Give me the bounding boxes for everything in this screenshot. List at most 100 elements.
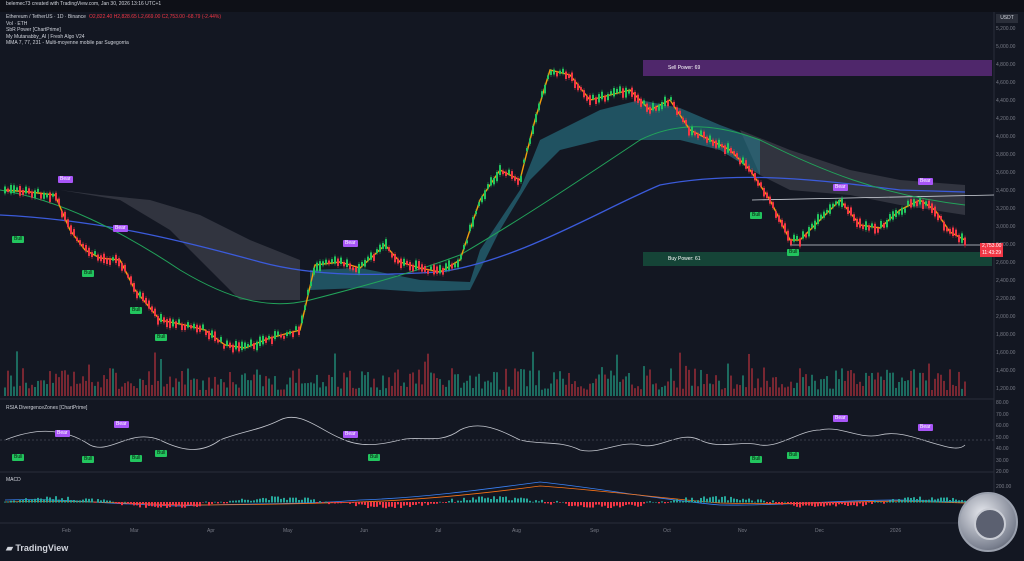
volume-bar	[202, 380, 204, 396]
volume-bar	[607, 378, 609, 396]
volume-bar	[844, 380, 846, 396]
volume-bar	[253, 374, 255, 396]
macd-hist-bar	[358, 502, 360, 505]
macd-hist-bar	[469, 500, 471, 503]
volume-bar	[247, 380, 249, 396]
volume-bar	[112, 368, 114, 396]
volume-bar	[358, 387, 360, 396]
macd-hist-bar	[760, 499, 762, 503]
macd-hist-bar	[904, 497, 906, 503]
volume-bar	[310, 382, 312, 396]
volume-label[interactable]: Vol · ETH	[6, 20, 28, 27]
rsi-pane-title[interactable]: RSIA DivergenceZones [ChartPrime]	[6, 405, 88, 411]
volume-bar	[670, 368, 672, 396]
macd-hist-bar	[286, 499, 288, 503]
volume-bar	[853, 373, 855, 396]
macd-hist-bar	[316, 502, 318, 503]
volume-bar	[694, 368, 696, 396]
volume-bar	[376, 387, 378, 396]
volume-bar	[898, 381, 900, 396]
currency-label[interactable]: USDT	[996, 14, 1018, 23]
macd-hist-bar	[406, 502, 408, 506]
volume-bar	[859, 381, 861, 396]
macd-hist-bar	[73, 499, 75, 503]
bull-signal: Bull	[155, 334, 168, 341]
volume-bar	[943, 380, 945, 396]
symbol-name[interactable]: Ethereum / TetherUS · 1D · Binance	[6, 14, 86, 20]
macd-hist-bar	[502, 497, 504, 503]
bear-signal: Bear	[833, 184, 848, 191]
watermark-coin-logo	[958, 492, 1018, 552]
volume-bar	[457, 374, 459, 396]
macd-hist-bar	[613, 502, 615, 507]
volume-bar	[10, 375, 12, 396]
macd-hist-bar	[16, 501, 18, 503]
macd-hist-bar	[601, 502, 603, 507]
macd-hist-bar	[124, 501, 126, 503]
volume-bar	[748, 353, 750, 396]
macd-hist-bar	[157, 502, 159, 508]
indicator-3[interactable]: MMA 7, 77, 231 - Multi-moyenne mobile pa…	[6, 40, 129, 46]
macd-hist-bar	[643, 502, 645, 504]
volume-bar	[178, 381, 180, 396]
indicator-1[interactable]: SbR Power [ChartPrime]	[6, 27, 61, 33]
volume-bar	[145, 385, 147, 396]
macd-hist-bar	[235, 500, 237, 503]
macd-hist-bar	[721, 496, 723, 503]
macd-hist-bar	[400, 502, 402, 508]
volume-bar	[463, 382, 465, 396]
volume-bar	[439, 379, 441, 396]
macd-hist-bar	[895, 501, 897, 503]
volume-bar	[103, 375, 105, 396]
volume-bar	[709, 383, 711, 396]
macd-hist-bar	[382, 502, 384, 508]
volume-bar	[613, 375, 615, 396]
macd-hist-bar	[508, 500, 510, 503]
volume-bar	[478, 373, 480, 396]
macd-hist-bar	[142, 502, 144, 505]
macd-hist-bar	[511, 500, 513, 503]
volume-bar	[70, 386, 72, 396]
macd-hist-bar	[355, 502, 357, 507]
volume-bar	[787, 386, 789, 396]
macd-hist-bar	[505, 496, 507, 503]
macd-hist-bar	[58, 499, 60, 503]
volume-bar	[451, 368, 453, 396]
volume-bar	[520, 369, 522, 396]
volume-bar	[700, 369, 702, 396]
volume-bar	[952, 384, 954, 396]
macd-hist-bar	[496, 499, 498, 503]
volume-bar	[769, 387, 771, 396]
macd-hist-bar	[430, 502, 432, 504]
bear-signal: Bear	[58, 176, 73, 183]
volume-bar	[37, 380, 39, 396]
volume-bar	[484, 381, 486, 396]
volume-bar	[355, 388, 357, 396]
volume-bar	[316, 374, 318, 396]
volume-bar	[940, 374, 942, 396]
tradingview-logo-text: TradingView	[15, 543, 69, 553]
macd-hist-bar	[592, 502, 594, 508]
macd-hist-bar	[61, 498, 63, 503]
macd-hist-bar	[640, 502, 642, 507]
volume-bar	[184, 384, 186, 396]
volume-bar	[886, 369, 888, 396]
macd-hist-bar	[340, 502, 342, 504]
macd-hist-bar	[442, 502, 444, 503]
macd-hist-bar	[838, 502, 840, 505]
macd-hist-bar	[559, 502, 561, 503]
bear-signal: Bear	[343, 431, 358, 438]
macd-hist-bar	[127, 502, 129, 504]
volume-bar	[610, 370, 612, 396]
volume-bar	[499, 389, 501, 396]
volume-bar	[133, 386, 135, 396]
macd-hist-bar	[568, 502, 570, 507]
volume-bar	[274, 376, 276, 396]
volume-bar	[481, 388, 483, 396]
macd-hist-bar	[685, 497, 687, 503]
volume-bar	[121, 386, 123, 396]
indicator-2[interactable]: My Mutanabby_AI | Fresh Algo V24	[6, 33, 85, 40]
macd-pane-title[interactable]: MACD	[6, 477, 21, 483]
candle-series	[4, 66, 966, 355]
